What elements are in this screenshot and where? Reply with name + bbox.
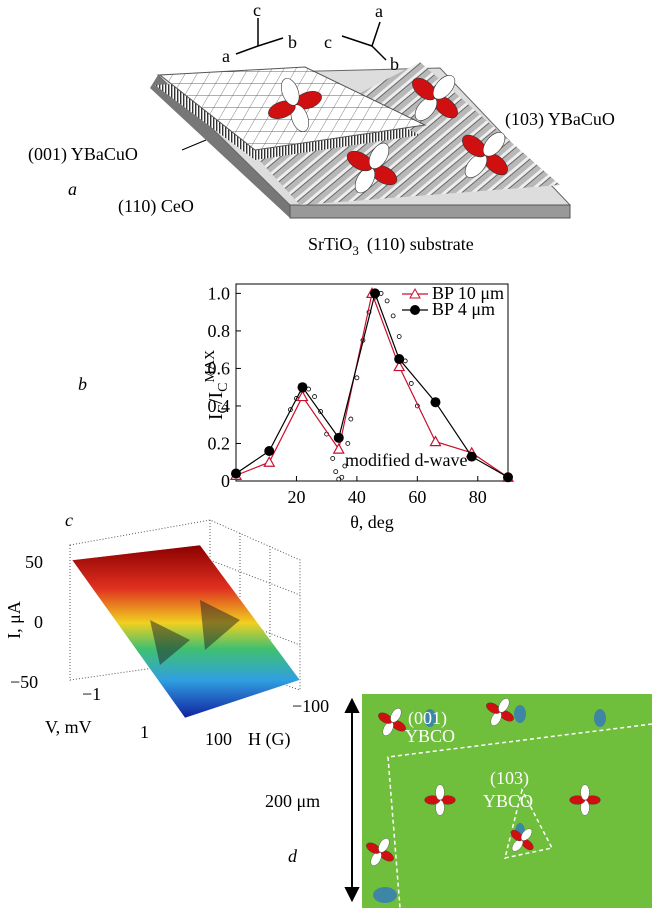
page: {"panel_a":{"label":"a","triad_left":{"c… bbox=[0, 0, 657, 911]
x-tick-label: 60 bbox=[408, 487, 426, 507]
model-point bbox=[397, 335, 401, 339]
marker bbox=[503, 472, 513, 482]
v-axis-label: V, mV bbox=[45, 717, 92, 737]
model-point bbox=[313, 395, 317, 399]
pointer bbox=[182, 140, 206, 150]
y-tick-label: 0.8 bbox=[208, 321, 231, 341]
h-tick: −100 bbox=[292, 696, 329, 716]
panel-label: c bbox=[65, 510, 73, 530]
axis-letter: a bbox=[222, 46, 230, 66]
axis-letter: b bbox=[288, 32, 297, 52]
substrate-label: SrTiO3 (110) substrate bbox=[308, 234, 474, 258]
panel-label: a bbox=[68, 179, 77, 199]
legend-label: BP 4 μm bbox=[432, 299, 495, 319]
axes-triad bbox=[236, 18, 386, 60]
h-axis-label: H (G) bbox=[248, 729, 291, 750]
panel-label: d bbox=[288, 846, 298, 866]
model-point bbox=[349, 417, 353, 421]
iv-surface bbox=[72, 545, 300, 718]
marker bbox=[394, 354, 404, 364]
v-tick: −1 bbox=[82, 684, 101, 704]
marker bbox=[370, 288, 380, 298]
model-point bbox=[346, 441, 350, 445]
z-tick: −50 bbox=[10, 672, 38, 692]
marker bbox=[334, 433, 344, 443]
model-point bbox=[409, 381, 413, 385]
model-point bbox=[334, 470, 338, 474]
y-tick-label: 0.2 bbox=[208, 433, 231, 453]
z-tick: 50 bbox=[25, 552, 43, 572]
substrate-text: (110) substrate bbox=[367, 234, 474, 255]
subscript: 3 bbox=[352, 243, 359, 258]
y-tick-label: 0.6 bbox=[208, 358, 231, 378]
annotation: modified d-wave bbox=[345, 450, 467, 470]
film-label: (103) YBaCuO bbox=[505, 109, 615, 130]
model-point bbox=[391, 314, 395, 318]
z-tick: 0 bbox=[34, 612, 43, 632]
marker bbox=[430, 437, 440, 446]
marker bbox=[264, 446, 274, 456]
lobe bbox=[581, 785, 590, 800]
buffer-label: (110) CeO bbox=[118, 196, 194, 217]
region-label: YBCO bbox=[405, 726, 455, 746]
formula: SrTiO bbox=[308, 234, 352, 254]
y-tick-label: 0.4 bbox=[208, 396, 231, 416]
axis-letter: b bbox=[390, 54, 399, 74]
marker bbox=[467, 452, 477, 462]
axis-letter: a bbox=[375, 1, 383, 21]
region-label: (103) bbox=[490, 768, 529, 789]
scale-bar bbox=[346, 700, 358, 900]
v-tick: 1 bbox=[140, 722, 149, 742]
scale-label: 200 μm bbox=[265, 791, 320, 811]
axis-letter: c bbox=[253, 0, 261, 20]
panel-label: b bbox=[78, 374, 87, 394]
y-tick-label: 1.0 bbox=[208, 283, 231, 303]
legend-marker bbox=[410, 305, 420, 315]
model-point bbox=[355, 376, 359, 380]
substrate-front bbox=[290, 205, 570, 218]
figure: c a b a c b (001) YBaCuO (103) YBaCuO (1… bbox=[0, 0, 657, 911]
x-tick-label: 80 bbox=[469, 487, 487, 507]
y-label-part: C bbox=[216, 383, 231, 392]
model-point bbox=[340, 475, 344, 479]
lobe bbox=[436, 785, 445, 800]
body: c a b a c b (001) YBaCuO (103) YBaCuO (1… bbox=[0, 0, 657, 911]
y-tick-label: 0 bbox=[221, 471, 230, 491]
marker bbox=[297, 382, 307, 392]
model-point bbox=[331, 456, 335, 460]
marker bbox=[430, 397, 440, 407]
marker bbox=[231, 468, 241, 478]
film-label: (001) YBaCuO bbox=[28, 144, 138, 165]
x-tick-label: 40 bbox=[348, 487, 366, 507]
model-point bbox=[385, 299, 389, 303]
x-tick-label: 20 bbox=[287, 487, 305, 507]
h-tick: 100 bbox=[205, 729, 232, 749]
marker bbox=[334, 444, 344, 453]
axis-letter: c bbox=[324, 32, 332, 52]
x-axis-label: θ, deg bbox=[350, 512, 394, 532]
marker bbox=[264, 457, 274, 466]
z-axis-label: I, μA bbox=[4, 601, 24, 639]
region-label: YBCO bbox=[483, 791, 533, 811]
